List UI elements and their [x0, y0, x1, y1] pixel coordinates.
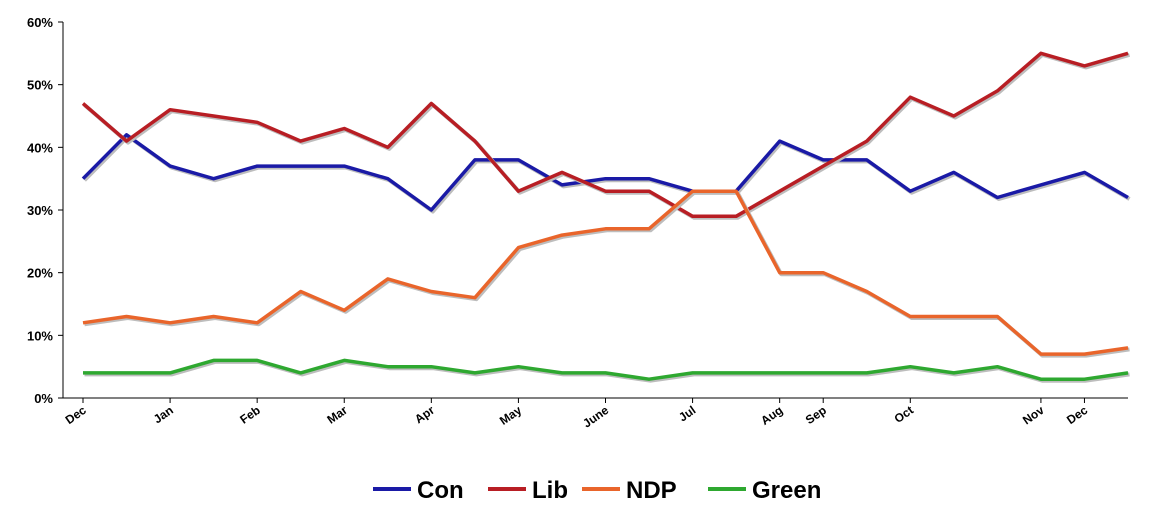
- y-tick-label: 50%: [27, 78, 53, 93]
- y-axis-ticks: 0% 10% 20% 30% 40% 50% 60%: [27, 15, 63, 406]
- y-tick-label: 0%: [34, 391, 53, 406]
- legend-label-lib: Lib: [532, 477, 568, 504]
- x-tick-label: Nov: [1020, 403, 1047, 428]
- x-tick-label: Feb: [237, 403, 263, 427]
- y-tick-label: 10%: [27, 328, 53, 343]
- x-axis-ticks: Dec Jan Feb Mar Apr May June Jul Aug Sep Oct Nov Dec: [63, 398, 1090, 431]
- x-tick-label: Dec: [1064, 403, 1090, 427]
- x-tick-label: Dec: [63, 403, 89, 427]
- x-tick-label: June: [580, 403, 611, 431]
- x-tick-label: Jan: [151, 403, 176, 426]
- series-green-line: [83, 358, 1129, 381]
- series-lines: [81, 51, 1131, 383]
- y-tick-label: 40%: [27, 140, 53, 155]
- series-con-line: [81, 133, 1129, 212]
- x-tick-label: Oct: [892, 403, 916, 426]
- x-tick-label: May: [497, 403, 524, 428]
- x-tick-label: Apr: [412, 403, 437, 427]
- legend: Con Lib NDP Green: [373, 477, 821, 504]
- x-tick-label: Sep: [803, 403, 829, 427]
- series-lib-line: [81, 51, 1129, 219]
- legend-label-ndp: NDP: [626, 477, 677, 504]
- x-tick-label: Aug: [758, 403, 785, 428]
- y-tick-label: 60%: [27, 15, 53, 30]
- legend-label-con: Con: [417, 477, 464, 504]
- x-tick-label: Mar: [324, 403, 350, 427]
- y-tick-label: 20%: [27, 266, 53, 281]
- chart-axes: [62, 22, 1128, 399]
- y-tick-label: 30%: [27, 203, 53, 218]
- legend-label-green: Green: [752, 477, 821, 504]
- x-tick-label: Jul: [676, 403, 698, 424]
- series-ndp-line: [82, 189, 1129, 356]
- series-ndp-shadow: [84, 190, 1130, 358]
- series-lib-shadow: [83, 52, 1131, 220]
- series-con-shadow: [83, 134, 1131, 214]
